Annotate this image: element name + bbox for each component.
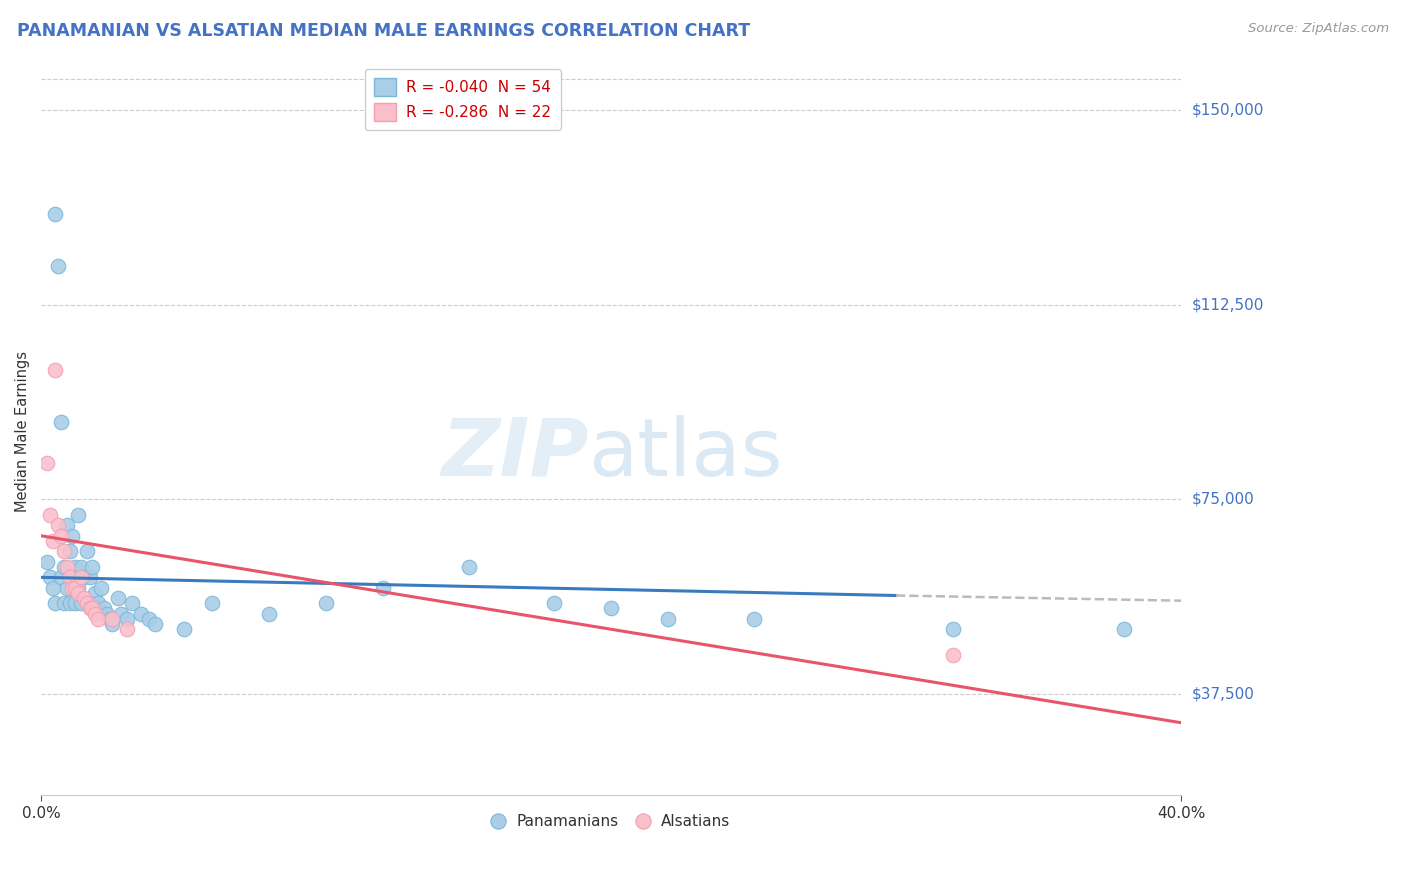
Text: $112,500: $112,500 [1192, 297, 1264, 312]
Point [70, 570, 93, 584]
Point [96, 607, 118, 621]
Point [82, 596, 104, 610]
Point [657, 612, 679, 626]
Point [201, 596, 224, 610]
Point [49, 570, 72, 584]
Point [62, 581, 84, 595]
Point [46, 259, 69, 273]
Point [84, 586, 107, 600]
Point [600, 601, 623, 615]
Point [73, 591, 96, 606]
Point [107, 591, 129, 606]
Point [76, 596, 98, 610]
Point [79, 570, 101, 584]
Point [82, 601, 104, 615]
Point [65, 560, 87, 574]
Point [49, 529, 72, 543]
Text: $150,000: $150,000 [1192, 103, 1264, 118]
Point [59, 570, 82, 584]
Point [70, 596, 93, 610]
Point [59, 596, 82, 610]
Text: $37,500: $37,500 [1192, 687, 1256, 702]
Text: Source: ZipAtlas.com: Source: ZipAtlas.com [1249, 22, 1389, 36]
Point [543, 596, 565, 610]
Point [1112, 622, 1135, 636]
Point [67, 581, 90, 595]
Point [98, 612, 121, 626]
Point [87, 596, 110, 610]
Point [35, 456, 58, 470]
Point [55, 518, 77, 533]
Point [38, 570, 60, 584]
Point [84, 607, 107, 621]
Point [93, 601, 115, 615]
Point [371, 581, 394, 595]
Point [173, 622, 195, 636]
Point [44, 596, 66, 610]
Point [35, 555, 58, 569]
Point [257, 607, 280, 621]
Point [59, 544, 82, 558]
Point [52, 596, 75, 610]
Point [38, 508, 60, 522]
Text: $75,000: $75,000 [1192, 492, 1254, 507]
Point [41, 533, 63, 548]
Point [115, 612, 138, 626]
Point [46, 518, 69, 533]
Text: ZIP: ZIP [441, 415, 588, 492]
Point [138, 612, 160, 626]
Point [55, 581, 77, 595]
Point [942, 622, 965, 636]
Point [73, 570, 96, 584]
Point [52, 560, 75, 574]
Point [67, 508, 90, 522]
Point [90, 581, 112, 595]
Point [110, 607, 132, 621]
Point [76, 596, 98, 610]
Point [76, 544, 98, 558]
Point [115, 622, 138, 636]
Text: PANAMANIAN VS ALSATIAN MEDIAN MALE EARNINGS CORRELATION CHART: PANAMANIAN VS ALSATIAN MEDIAN MALE EARNI… [17, 22, 749, 40]
Point [457, 560, 479, 574]
Point [67, 586, 90, 600]
Point [143, 617, 166, 632]
Point [742, 612, 765, 626]
Point [942, 648, 965, 663]
Text: atlas: atlas [588, 415, 783, 492]
Point [82, 560, 104, 574]
Point [44, 207, 66, 221]
Legend: Panamanians, Alsatians: Panamanians, Alsatians [485, 808, 737, 835]
Point [52, 544, 75, 558]
Point [55, 560, 77, 574]
Point [70, 560, 93, 574]
Point [62, 570, 84, 584]
Point [87, 612, 110, 626]
Point [121, 596, 143, 610]
Point [79, 601, 101, 615]
Point [41, 581, 63, 595]
Point [315, 596, 337, 610]
Point [62, 529, 84, 543]
Point [101, 617, 124, 632]
Point [101, 612, 124, 626]
Point [49, 415, 72, 429]
Point [44, 362, 66, 376]
Point [65, 596, 87, 610]
Point [65, 581, 87, 595]
Y-axis label: Median Male Earnings: Median Male Earnings [15, 351, 30, 513]
Point [129, 607, 152, 621]
